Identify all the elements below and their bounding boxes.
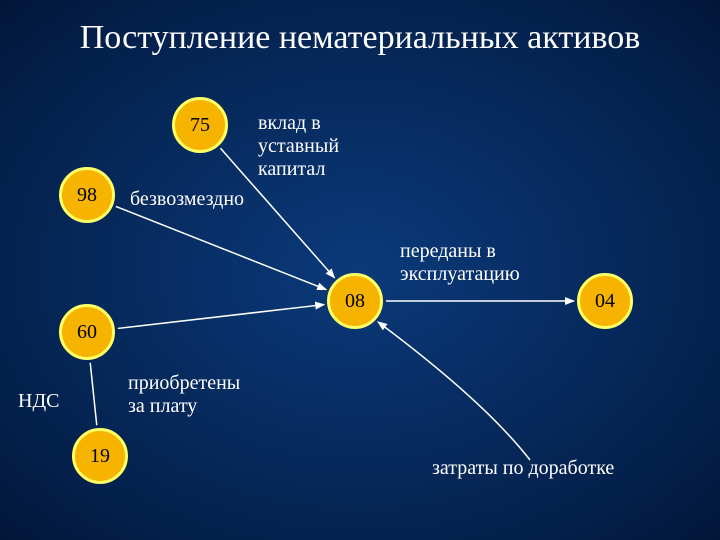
- edge-n98-n08: [116, 206, 326, 289]
- loop-n08: [378, 322, 530, 460]
- edge-n60-n19: [90, 363, 97, 425]
- node-19: 19: [72, 428, 128, 484]
- node-04: 04: [577, 273, 633, 329]
- node-60: 60: [59, 304, 115, 360]
- page-title: Поступление нематериальных активов: [0, 18, 720, 57]
- label-l_vklad: вклад в уставный капитал: [258, 112, 339, 181]
- node-75: 75: [172, 97, 228, 153]
- node-98: 98: [59, 167, 115, 223]
- label-l_nds: НДС: [18, 390, 59, 413]
- label-l_zatr: затраты по доработке: [432, 457, 614, 480]
- edge-n60-n08: [118, 305, 324, 329]
- label-l_pered: переданы в эксплуатацию: [400, 240, 520, 286]
- label-l_bezv: безвозмездно: [130, 188, 244, 211]
- label-l_priob: приобретены за плату: [128, 372, 240, 418]
- node-08: 08: [327, 273, 383, 329]
